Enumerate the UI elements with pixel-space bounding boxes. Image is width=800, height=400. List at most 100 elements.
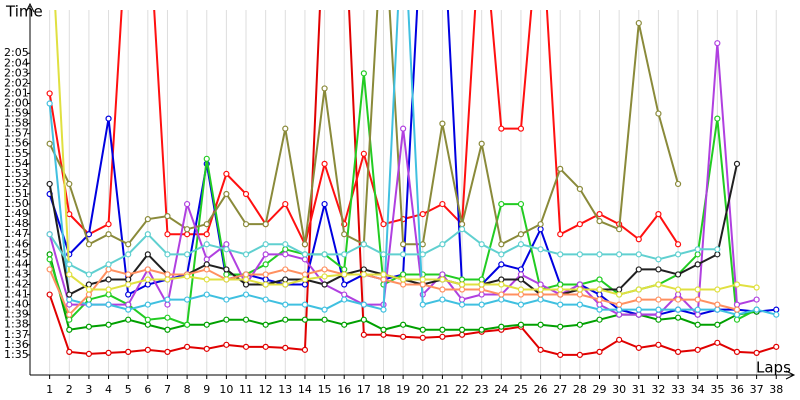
- point: [203, 266, 210, 273]
- y-tick-label: 1:54: [4, 157, 29, 170]
- y-tick-label: 2:00: [4, 97, 29, 110]
- point: [46, 256, 53, 263]
- point: [714, 301, 721, 308]
- point: [301, 241, 309, 248]
- point: [66, 211, 73, 218]
- point: [773, 306, 780, 313]
- point: [714, 321, 721, 328]
- point: [203, 221, 210, 228]
- point: [458, 281, 466, 288]
- point: [380, 331, 387, 338]
- point: [105, 115, 112, 122]
- point: [321, 281, 328, 288]
- point: [46, 140, 53, 147]
- point: [66, 348, 73, 355]
- point: [655, 266, 662, 273]
- point: [301, 281, 309, 288]
- y-axis-title: Time: [5, 3, 43, 21]
- point: [301, 271, 309, 278]
- x-tick-label: 15: [318, 383, 332, 396]
- point: [733, 160, 741, 167]
- point: [458, 276, 466, 283]
- point: [498, 200, 505, 208]
- point: [498, 323, 505, 330]
- point: [714, 306, 721, 313]
- point: [439, 333, 446, 340]
- x-tick-label: 25: [514, 383, 528, 396]
- point: [341, 296, 348, 303]
- point: [537, 296, 544, 303]
- point: [262, 241, 269, 248]
- series-line: [48, 10, 777, 356]
- point: [105, 266, 112, 273]
- point: [164, 271, 171, 278]
- point: [105, 291, 112, 298]
- point: [125, 306, 132, 313]
- point: [419, 334, 426, 341]
- y-tick-label: 1:58: [4, 117, 29, 130]
- point: [458, 301, 466, 308]
- point: [576, 291, 583, 298]
- point: [282, 200, 289, 208]
- point: [223, 241, 230, 248]
- point: [655, 341, 662, 348]
- point: [498, 241, 505, 248]
- point: [537, 321, 544, 328]
- point: [223, 266, 230, 273]
- point: [301, 276, 309, 283]
- point: [596, 301, 603, 308]
- point: [419, 241, 426, 248]
- point: [714, 40, 721, 47]
- point: [537, 346, 544, 353]
- point: [400, 241, 407, 248]
- y-tick-label: 1:37: [4, 328, 29, 341]
- point: [517, 276, 525, 283]
- point: [557, 231, 564, 238]
- point: [85, 301, 93, 308]
- y-tick-label: 2:02: [4, 76, 29, 89]
- point: [498, 291, 505, 298]
- point: [321, 316, 328, 323]
- point: [674, 180, 682, 188]
- point: [655, 306, 662, 313]
- point: [537, 226, 544, 233]
- point: [125, 316, 132, 323]
- point: [655, 316, 662, 323]
- point: [616, 336, 623, 343]
- point: [46, 100, 53, 107]
- point: [164, 251, 171, 258]
- point: [655, 211, 662, 218]
- point: [400, 125, 407, 132]
- point: [282, 246, 289, 253]
- point: [596, 291, 603, 298]
- point: [674, 348, 682, 355]
- point: [144, 281, 151, 288]
- point: [360, 70, 367, 77]
- point: [635, 311, 642, 318]
- point: [616, 301, 623, 308]
- x-tick-label: 8: [184, 383, 191, 396]
- y-tick-label: 2:05: [4, 46, 29, 59]
- point: [498, 276, 505, 283]
- point: [184, 200, 191, 208]
- point: [282, 301, 289, 308]
- point: [282, 316, 289, 323]
- point: [616, 291, 623, 298]
- point: [380, 271, 387, 278]
- point: [105, 231, 112, 238]
- point: [714, 286, 721, 293]
- y-tick-label: 1:42: [4, 278, 29, 291]
- point: [203, 241, 210, 248]
- point: [105, 301, 112, 308]
- point: [105, 261, 112, 268]
- point: [753, 296, 760, 303]
- point: [66, 291, 73, 298]
- point: [517, 125, 525, 132]
- point: [125, 291, 132, 298]
- y-axis-arrow: [25, 2, 35, 13]
- point: [478, 291, 485, 298]
- point: [655, 311, 662, 318]
- point: [714, 115, 721, 122]
- y-tick-label: 1:51: [4, 187, 29, 200]
